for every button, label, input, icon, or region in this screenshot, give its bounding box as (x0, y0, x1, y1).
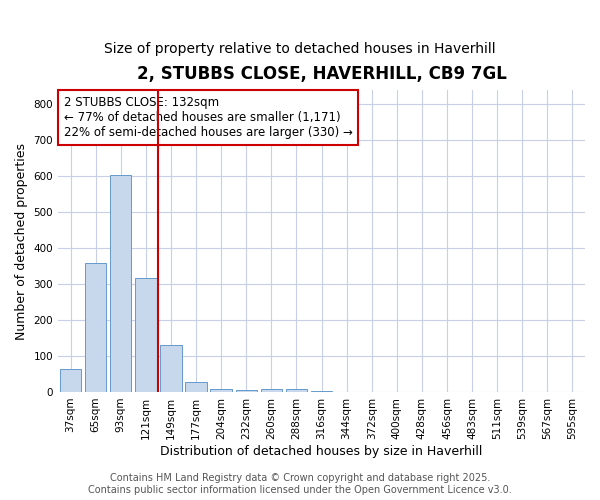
Bar (260, 388, 282, 392)
Y-axis label: Number of detached properties: Number of detached properties (15, 142, 28, 340)
Title: 2, STUBBS CLOSE, HAVERHILL, CB9 7GL: 2, STUBBS CLOSE, HAVERHILL, CB9 7GL (137, 65, 506, 83)
Text: Contains HM Land Registry data © Crown copyright and database right 2025.
Contai: Contains HM Land Registry data © Crown c… (88, 474, 512, 495)
Bar (60, 368, 81, 392)
Bar (211, 389, 232, 392)
Bar (236, 390, 257, 392)
Bar (160, 345, 182, 392)
Text: 2 STUBBS CLOSE: 132sqm
← 77% of detached houses are smaller (1,171)
22% of semi-: 2 STUBBS CLOSE: 132sqm ← 77% of detached… (64, 96, 352, 138)
Bar (311, 390, 332, 392)
Bar (135, 278, 157, 392)
Bar (110, 174, 131, 392)
Bar (286, 390, 307, 392)
Text: Size of property relative to detached houses in Haverhill: Size of property relative to detached ho… (104, 42, 496, 56)
Bar (85, 262, 106, 392)
Bar (185, 382, 207, 392)
X-axis label: Distribution of detached houses by size in Haverhill: Distribution of detached houses by size … (160, 444, 483, 458)
